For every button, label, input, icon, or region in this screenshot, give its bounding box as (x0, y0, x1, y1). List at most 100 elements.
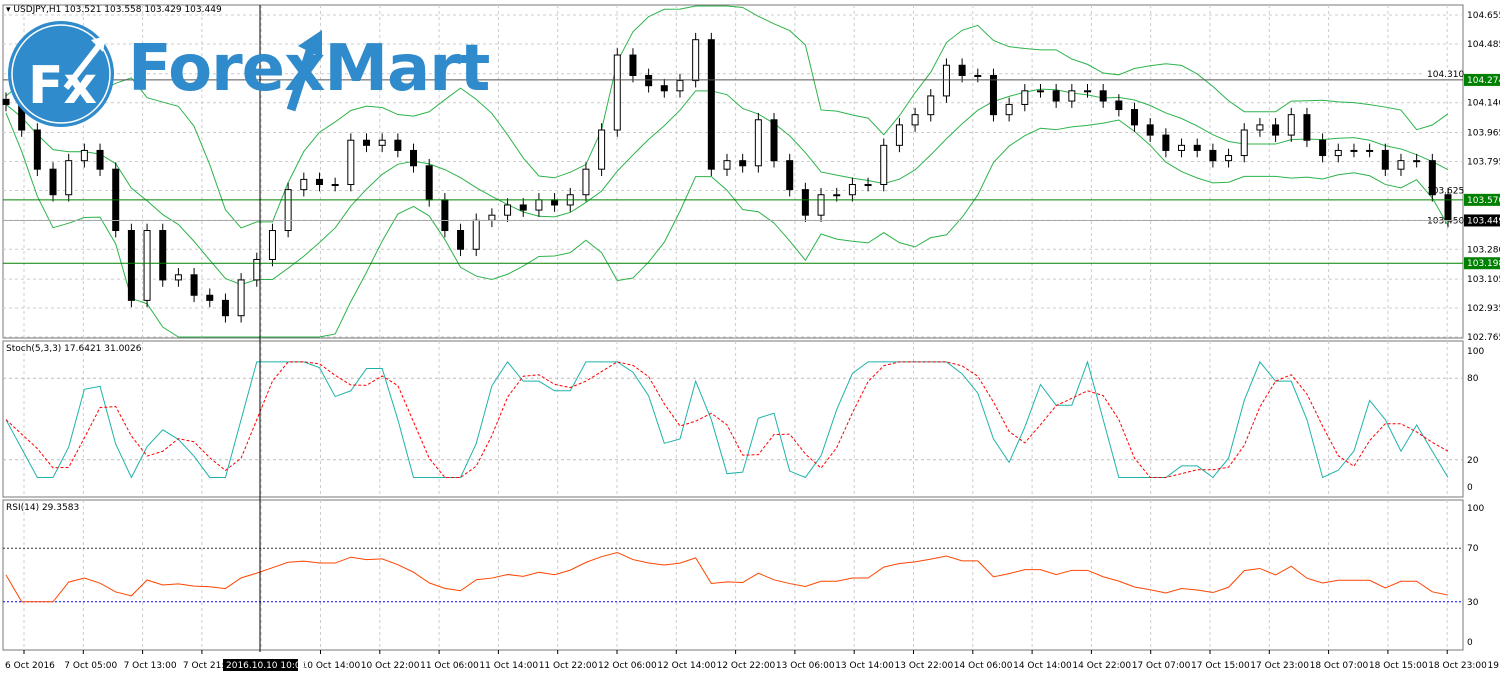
candle-bullish (378, 139, 386, 146)
bollinger-middle (5, 88, 1449, 286)
price-level-label: 103.198 (1467, 259, 1500, 269)
x-tick-label: 11 Oct 22:00 (539, 661, 598, 671)
candle-bullish (253, 258, 261, 281)
rsi-header: RSI(14) 29.3583 (6, 503, 80, 513)
candle-bearish (1115, 100, 1123, 111)
candle-bearish (551, 199, 559, 206)
candle-bullish (911, 114, 919, 126)
candle-bearish (801, 189, 809, 216)
candle-bullish (754, 119, 762, 167)
x-tick-label: 7 Oct 05:00 (64, 661, 117, 671)
candle-bearish (1209, 149, 1217, 162)
candle-bearish (159, 230, 167, 281)
candle-bearish (1319, 139, 1327, 157)
candle-bullish (174, 274, 182, 281)
candle-bullish (1005, 103, 1013, 116)
candle-bullish (331, 184, 339, 187)
bollinger-lower (5, 112, 1449, 338)
candle-bullish (582, 168, 590, 196)
candle-bearish (441, 199, 449, 232)
candle-bullish (880, 144, 888, 186)
candle-bullish (80, 149, 88, 162)
candle-bearish (127, 230, 135, 301)
candle-bearish (221, 299, 229, 317)
candle-bullish (237, 279, 245, 317)
price-level-label-bg (1464, 73, 1500, 86)
candle-bearish (363, 139, 370, 146)
x-tick-label: 11 Oct 14:00 (479, 661, 538, 671)
stoch-main-line (5, 360, 1449, 479)
stoch-y-tick-label: 0 (1467, 483, 1473, 493)
stoch-y-tick-label: 100 (1467, 347, 1484, 357)
candle-bearish (1146, 124, 1154, 136)
candle-bearish (629, 54, 637, 76)
x-tick-label: 18 Oct 07:00 (1310, 661, 1369, 671)
candle-bullish (1413, 160, 1421, 163)
candle-bearish (770, 119, 778, 162)
candle-bullish (300, 178, 308, 191)
x-tick-label: 13 Oct 06:00 (776, 661, 835, 671)
x-tick-label: 11 Oct 06:00 (420, 661, 479, 671)
x-tick-label: 17 Oct 15:00 (1191, 661, 1250, 671)
x-tick-label: 18 Oct 23:00 (1428, 661, 1487, 671)
candle-bearish (394, 139, 402, 151)
x-tick-label: 14 Oct 22:00 (1072, 661, 1131, 671)
candle-bearish (1052, 90, 1060, 102)
candle-bearish (989, 74, 997, 116)
x-tick-label: 14 Oct 06:00 (954, 661, 1013, 671)
candle-bearish (739, 160, 747, 167)
y-tick-label: 103.625 (1427, 186, 1464, 196)
candle-bearish (958, 64, 966, 76)
candle-bearish (1272, 124, 1280, 136)
candle-bullish (942, 64, 950, 97)
panel-frame-1 (2, 340, 1464, 498)
x-tick-label: 12 Oct 06:00 (598, 661, 657, 671)
bid-price-label: 103.449 (1467, 216, 1500, 226)
y-tick-label-bg (1425, 67, 1461, 80)
logo-text: ForexMart (128, 32, 490, 106)
y-tick-label: 103.795 (1467, 158, 1500, 168)
candle-bearish (49, 168, 57, 196)
candle-bullish (974, 74, 982, 77)
candle-bullish (1287, 114, 1295, 136)
candle-bearish (1099, 90, 1107, 102)
candle-bearish (96, 149, 104, 170)
bid-price-label-bg (1464, 214, 1500, 227)
candle-bullish (268, 230, 276, 260)
y-tick-label: 104.140 (1467, 99, 1500, 109)
candle-bearish (2, 98, 10, 105)
candle-bearish (1428, 160, 1436, 196)
candle-bullish (1036, 90, 1044, 93)
candle-bearish (1381, 149, 1389, 170)
candle-bullish (65, 160, 73, 196)
candle-bearish (660, 85, 668, 92)
x-tick-label: 13 Oct 14:00 (835, 661, 894, 671)
candle-bullish (1068, 90, 1076, 102)
candle-bullish (833, 194, 841, 197)
candle-bullish (613, 54, 621, 131)
symbol-ohlc: USDJPY,H1 103.521 103.558 103.429 103.44… (13, 5, 222, 15)
candle-bearish (1444, 194, 1452, 221)
symbol-header: ▾ USDJPY,H1 103.521 103.558 103.429 103.… (6, 5, 222, 15)
candle-bearish (1303, 114, 1311, 141)
candle-bullish (504, 204, 512, 216)
stoch-header: Stoch(5,3,3) 17.6421 31.0026 (6, 344, 142, 354)
candle-bullish (1240, 129, 1248, 157)
candle-bearish (410, 149, 418, 167)
candle-bullish (1084, 90, 1091, 93)
panel-frame-2 (2, 499, 1464, 651)
candle-bullish (472, 219, 480, 250)
candle-bearish (1162, 134, 1170, 151)
crosshair-time-label: 2016.10.10 10:00 (226, 661, 307, 671)
x-tick-label: 7 Oct 13:00 (124, 661, 177, 671)
candle-bullish (1350, 149, 1358, 152)
candle-bullish (676, 80, 684, 92)
candle-bearish (315, 178, 323, 186)
candle-bullish (143, 230, 151, 301)
candle-bearish (1131, 109, 1139, 126)
candle-bearish (190, 274, 198, 296)
y-tick-label: 104.655 (1467, 11, 1500, 21)
candle-bearish (786, 160, 794, 191)
candle-bullish (723, 160, 731, 170)
